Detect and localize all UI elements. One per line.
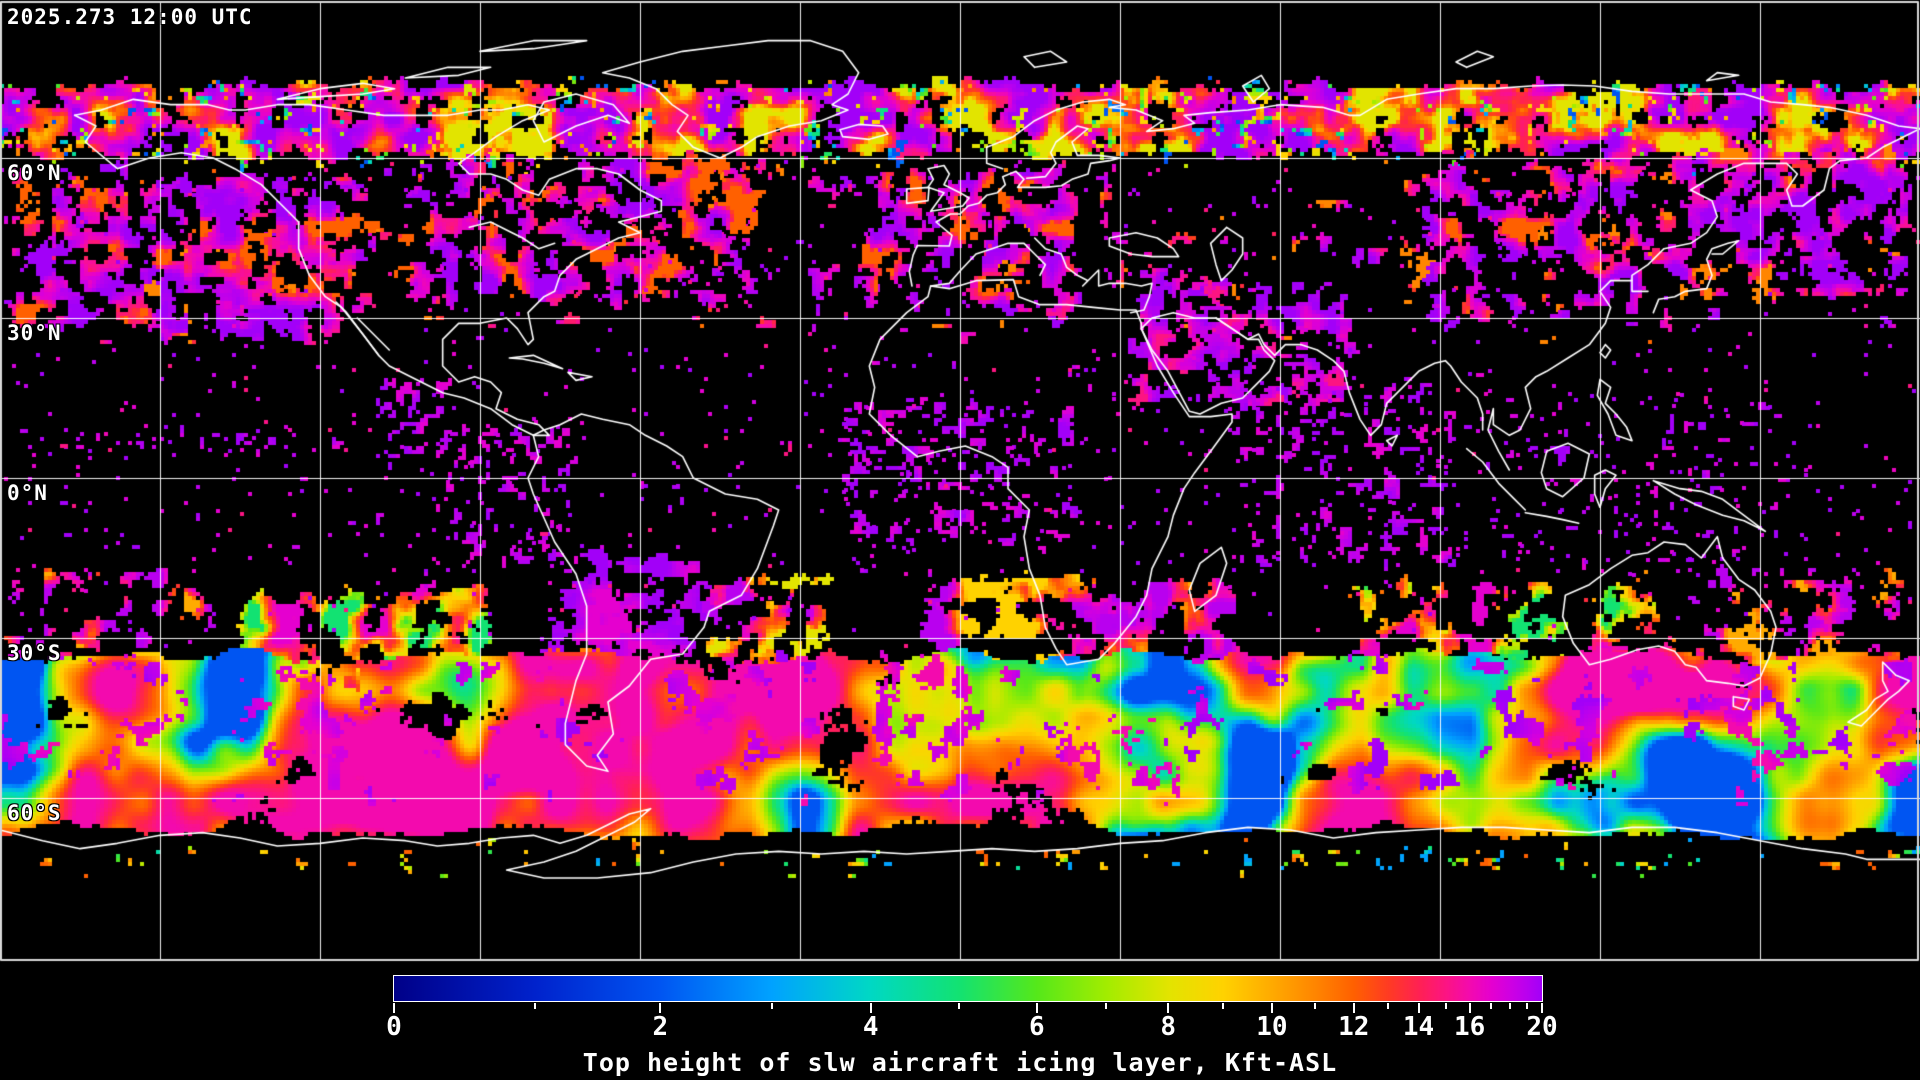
colorbar-minor-tick [533, 1003, 536, 1009]
lat-label: 60°N [7, 161, 62, 185]
colorbar-minor-tick [1509, 1003, 1512, 1009]
colorbar-tick-label: 10 [1256, 1012, 1288, 1042]
colorbar-major-tick [1270, 1003, 1273, 1013]
colorbar-minor-tick [1490, 1003, 1493, 1009]
colorbar-minor-tick [1444, 1003, 1447, 1009]
colorbar-major-tick [1167, 1003, 1170, 1013]
colorbar-minor-tick [1387, 1003, 1390, 1009]
colorbar-title: Top height of slw aircraft icing layer, … [582, 1048, 1338, 1077]
colorbar-major-tick [1035, 1003, 1038, 1013]
satellite-icing-data-canvas [0, 0, 1920, 962]
colorbar-major-tick [393, 1003, 395, 1013]
colorbar-major-tick [1352, 1003, 1355, 1013]
colorbar-minor-tick [1525, 1003, 1528, 1009]
lat-label: 30°S [7, 641, 62, 665]
colorbar-minor-tick [1222, 1003, 1225, 1009]
colorbar-major-tick [1417, 1003, 1420, 1013]
colorbar-minor-tick [957, 1003, 960, 1009]
colorbar-tick-label: 0 [386, 1012, 402, 1042]
colorbar-tick-label: 2 [652, 1012, 669, 1042]
colorbar-gradient [394, 976, 1542, 1001]
colorbar-major-tick [1468, 1003, 1471, 1013]
colorbar-tick-label: 14 [1402, 1012, 1435, 1042]
lat-label: 30°N [7, 321, 62, 345]
colorbar-minor-tick [1105, 1003, 1108, 1009]
colorbar-tick-label: 8 [1160, 1012, 1176, 1042]
lat-label: 60°S [7, 801, 62, 825]
world-map: 2025.273 12:00 UTC 60°N 30°N 0°N 30°S 60°S [0, 0, 1920, 962]
colorbar-minor-tick [1314, 1003, 1317, 1009]
colorbar-major-tick [659, 1003, 662, 1013]
lat-label: 0°N [7, 481, 48, 505]
colorbar-tick-label: 16 [1454, 1012, 1486, 1042]
colorbar [393, 975, 1543, 1002]
colorbar-major-tick [869, 1003, 872, 1013]
colorbar-tick-label: 4 [862, 1012, 879, 1042]
timestamp: 2025.273 12:00 UTC [7, 5, 253, 29]
colorbar-tick-label: 6 [1029, 1012, 1045, 1042]
colorbar-tick-label: 12 [1338, 1012, 1370, 1042]
colorbar-major-tick [1541, 1003, 1543, 1013]
colorbar-tick-label: 20 [1526, 1012, 1558, 1042]
colorbar-minor-tick [770, 1003, 773, 1009]
